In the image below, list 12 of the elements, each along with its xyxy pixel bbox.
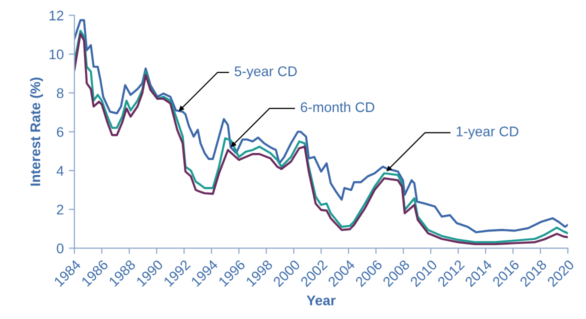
x-axis-title: Year <box>306 296 336 306</box>
annotation: 6-month CD <box>300 102 374 112</box>
y-tick-label: 4 <box>56 166 64 176</box>
y-tick-label: 2 <box>56 204 64 214</box>
y-tick-label: 12 <box>50 10 64 20</box>
y-axis-title: Interest Rate (%) <box>30 78 44 186</box>
y-tick-label: 0 <box>56 244 64 254</box>
y-tick-label: 10 <box>50 49 64 60</box>
annotation: 1-year CD <box>456 126 518 140</box>
y-tick-label: 8 <box>56 88 64 98</box>
annotation: 5-year CD <box>234 66 297 79</box>
y-tick-label: 6 <box>56 127 64 137</box>
